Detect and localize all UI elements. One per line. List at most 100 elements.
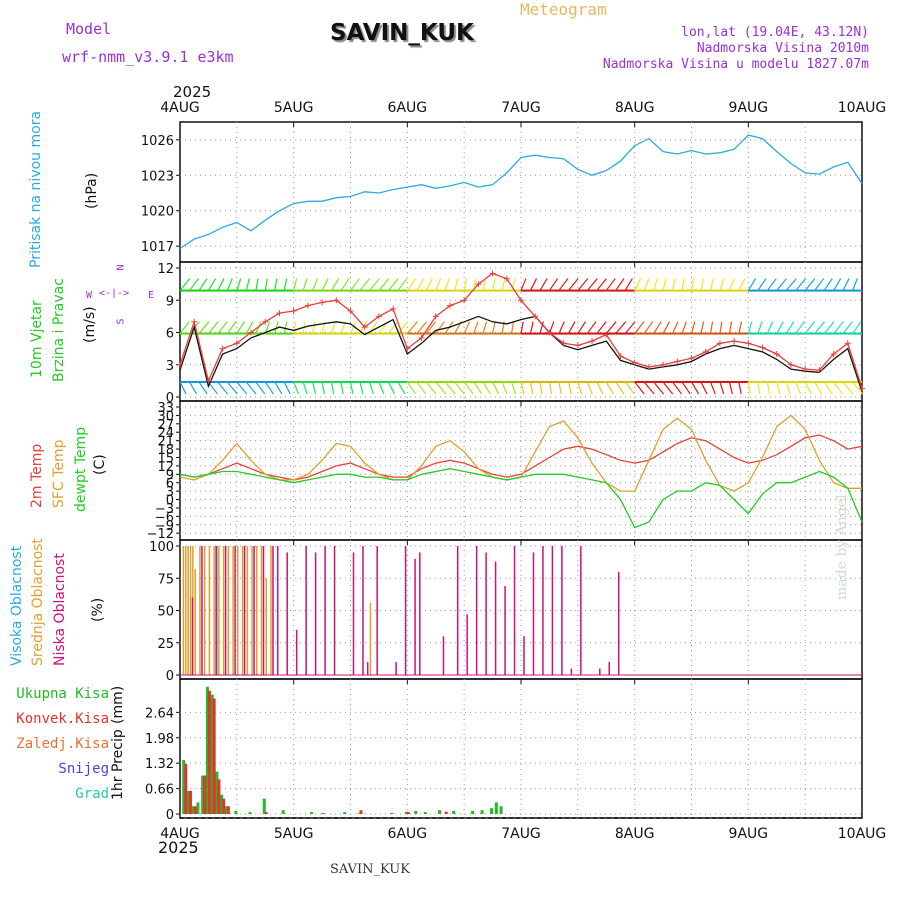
wind-barb: [814, 321, 825, 334]
precip-bar-1: [222, 798, 226, 814]
wind-barb: [700, 381, 708, 395]
wind-barb: [482, 278, 486, 291]
wind-barb: [747, 278, 757, 291]
wind-barb: [833, 321, 844, 334]
wind-barb: [709, 278, 715, 291]
gust-marker: [702, 348, 709, 355]
gust-marker: [390, 305, 397, 312]
wind-barb: [795, 278, 807, 291]
wind-barb: [293, 278, 298, 291]
wind-barb: [510, 381, 516, 395]
wind-barb: [406, 278, 416, 291]
wind-barb: [842, 278, 850, 291]
y-tick-label-pressure: 1023: [141, 169, 174, 184]
wind-barb: [463, 381, 474, 395]
precip-bar-0: [499, 806, 503, 814]
precip-bar-0: [423, 812, 427, 814]
precip-bar-1: [321, 812, 325, 814]
wind-barb: [397, 278, 408, 291]
wind-barb: [529, 278, 538, 291]
wind-barb: [823, 278, 833, 291]
y-tick-label-temperature: 12: [157, 460, 174, 475]
wind-barb: [596, 381, 604, 395]
legend-snow: Snijeg: [58, 761, 109, 777]
wind-barb: [416, 381, 427, 395]
wind-barb: [501, 381, 508, 395]
wind-barb: [416, 278, 425, 291]
precip-bar-0: [452, 810, 456, 814]
wind-barb: [435, 278, 442, 291]
wind-barb: [359, 278, 371, 291]
wind-barb: [510, 321, 515, 334]
y-tick-label-temperature: 27: [157, 418, 174, 433]
x-tick-label-bottom: 10AUG: [838, 826, 887, 842]
wind-barb: [605, 278, 616, 291]
gust-marker: [290, 308, 297, 314]
wind-barb: [558, 381, 562, 395]
wind-barb: [406, 381, 417, 395]
wind-barb: [690, 278, 695, 291]
wind-barb: [198, 381, 208, 395]
precip-bar-0: [310, 812, 314, 814]
gust-marker: [276, 310, 283, 317]
gust-marker: [418, 334, 425, 341]
y-tick-label-precip: 0.66: [145, 783, 174, 798]
y-tick-label-temperature: 30: [157, 409, 174, 424]
wind-barb: [690, 381, 700, 395]
gust-marker: [205, 377, 212, 384]
wind-barb: [217, 381, 228, 395]
gust-marker: [660, 361, 667, 368]
precip-bar-0: [234, 810, 238, 814]
gust-marker: [617, 353, 624, 360]
wind-barb: [558, 321, 565, 334]
gust-marker: [333, 297, 340, 304]
wind-barb: [226, 321, 237, 334]
wind-barb: [776, 381, 781, 395]
y-tick-label-temperature: 24: [157, 426, 174, 441]
wind-barb: [330, 321, 336, 334]
wind-barb: [378, 381, 385, 395]
compass-e: E: [148, 290, 155, 301]
gust-marker: [319, 299, 326, 306]
wind-barb: [444, 381, 456, 395]
gust-marker: [475, 281, 482, 288]
model-elevation-label: Nadmorska Visina u modelu 1827.07m: [602, 57, 869, 72]
wind-barb: [643, 321, 654, 334]
x-tick-label-bottom: 4AUG: [160, 826, 200, 842]
gust-marker: [574, 342, 581, 349]
gust-marker: [688, 355, 695, 362]
wind-barb: [672, 321, 679, 334]
wind-barb: [473, 381, 483, 395]
wind-barb: [785, 321, 795, 334]
gust-marker: [773, 351, 780, 357]
wind-barb: [539, 278, 548, 291]
precip-bar-0: [281, 810, 285, 814]
wind-barb: [624, 381, 635, 395]
compass-n: N: [115, 264, 127, 271]
wind-barb: [548, 278, 559, 291]
legend-freezing-rain: Zaledj.Kisa: [16, 736, 109, 752]
precip-unit: (mm): [110, 685, 126, 724]
precip-bar-1: [188, 790, 192, 814]
wind-barb: [435, 381, 447, 395]
wind-barb: [179, 278, 191, 291]
x-tick-label-top: 5AUG: [274, 100, 314, 116]
sfc-title: SFC Temp: [51, 439, 67, 508]
gust-marker: [262, 318, 269, 325]
wind-barb: [529, 321, 534, 334]
wind-barb: [302, 278, 308, 291]
precip-bar-1: [193, 806, 197, 814]
wind-barb: [312, 278, 319, 291]
model-label: Model: [66, 20, 112, 38]
high-cloud-title: Visoka Oblacnost: [9, 545, 25, 666]
wind-barb: [245, 381, 257, 395]
year-bottom: 2025: [158, 838, 199, 857]
gust-marker: [191, 318, 198, 325]
gust-marker: [489, 270, 496, 277]
gust-marker: [446, 302, 453, 309]
gust-marker: [674, 358, 681, 365]
wind-barb: [293, 321, 297, 334]
x-tick-label-bottom: 7AUG: [501, 826, 541, 842]
temp-unit: (C): [92, 454, 108, 475]
legend-total-rain: Ukupna Kisa: [16, 686, 109, 702]
